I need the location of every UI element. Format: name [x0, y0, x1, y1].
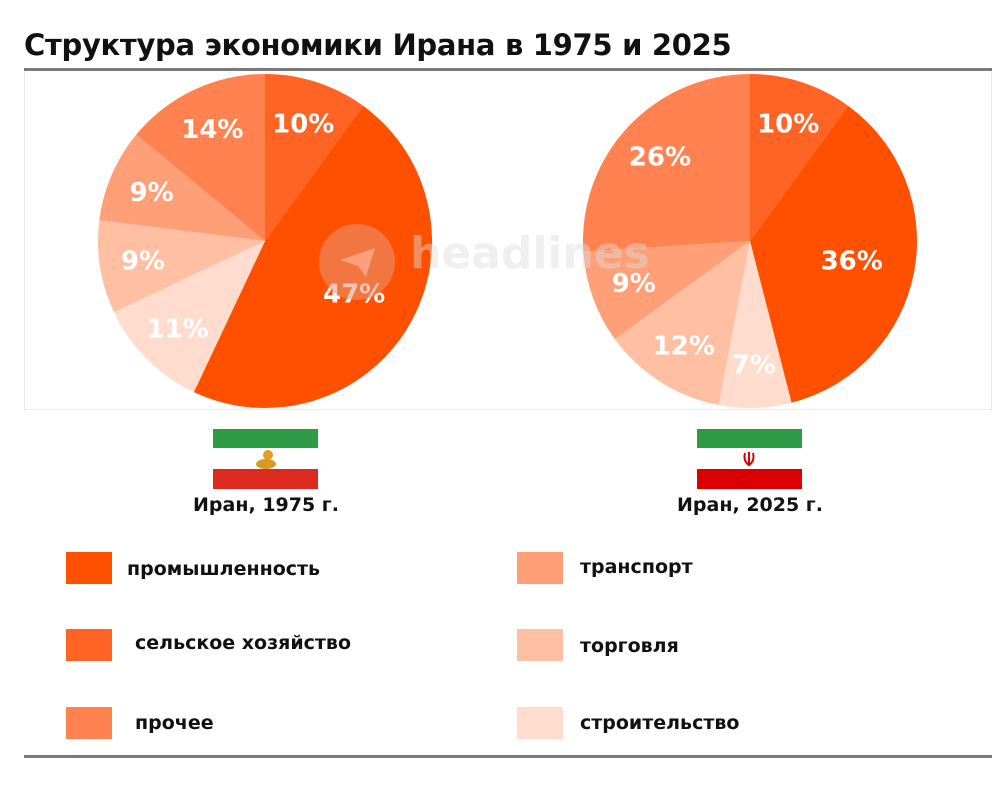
- telegram-icon: [319, 224, 395, 300]
- chart-title: Структура экономики Ирана в 1975 и 2025: [24, 28, 732, 62]
- pie-slice-торговля: [614, 241, 750, 406]
- legend-label-trade: торговля: [580, 635, 679, 657]
- legend-label-transport: транспорт: [580, 556, 693, 578]
- flag-iran-2025: [697, 429, 802, 489]
- data-label-транспорт: 9%: [130, 178, 174, 208]
- legend-swatch-transport: [517, 552, 563, 584]
- pie-slice-сельское-хозяйство: [750, 74, 849, 241]
- legend-swatch-trade: [517, 629, 563, 661]
- country-label-2025: Иран, 2025 г.: [677, 494, 823, 516]
- legend-label-agriculture: сельское хозяйство: [135, 632, 352, 654]
- legend-label-construction: строительство: [580, 712, 740, 734]
- pie-slice-транспорт: [99, 134, 266, 241]
- data-label-транспорт: 9%: [612, 269, 656, 299]
- top-divider: [24, 68, 992, 71]
- pie-slice-торговля: [98, 220, 265, 313]
- pie-slice-сельское-хозяйство: [265, 74, 364, 241]
- data-label-промышленность: 36%: [821, 246, 883, 276]
- bottom-divider: [24, 755, 992, 758]
- pie-slice-строительство: [718, 241, 792, 408]
- pie-slice-транспорт: [583, 241, 750, 340]
- pie-slice-промышленность: [750, 105, 918, 403]
- emblem-icon: [743, 452, 755, 466]
- legend-swatch-construction: [517, 707, 563, 739]
- lion-and-sun-icon: [256, 450, 276, 469]
- country-label-1975: Иран, 1975 г.: [193, 494, 339, 516]
- watermark: headlines: [410, 228, 650, 279]
- legend-swatch-agriculture: [66, 629, 112, 661]
- pie-2025: 10% 36% 7% 12% 9% 26%: [583, 74, 918, 408]
- legend-swatch-industry: [66, 552, 112, 584]
- data-label-сельское-хозяйство: 10%: [272, 109, 334, 139]
- data-label-строительство: 7%: [732, 351, 776, 381]
- chart-frame: [24, 71, 992, 410]
- legend-label-industry: промышленность: [127, 558, 321, 580]
- legend-label-other: прочее: [135, 712, 214, 734]
- data-label-прочее: 14%: [181, 115, 243, 145]
- pie-slice-прочее: [583, 74, 750, 252]
- data-label-торговля: 12%: [653, 331, 715, 361]
- pie-slice-промышленность: [193, 105, 432, 408]
- pie-slice-строительство: [113, 241, 265, 393]
- pie-charts: 10%47%11%9%9%14% 10%36%7%12%9%26%: [98, 74, 918, 408]
- data-label-торговля: 9%: [121, 246, 165, 276]
- data-label-сельское-хозяйство: 10%: [757, 109, 819, 139]
- data-label-строительство: 11%: [146, 314, 208, 344]
- legend-swatch-other: [66, 707, 112, 739]
- pie-slice-прочее: [136, 74, 265, 241]
- data-label-прочее: 26%: [629, 142, 691, 172]
- flag-iran-1975: [213, 429, 318, 489]
